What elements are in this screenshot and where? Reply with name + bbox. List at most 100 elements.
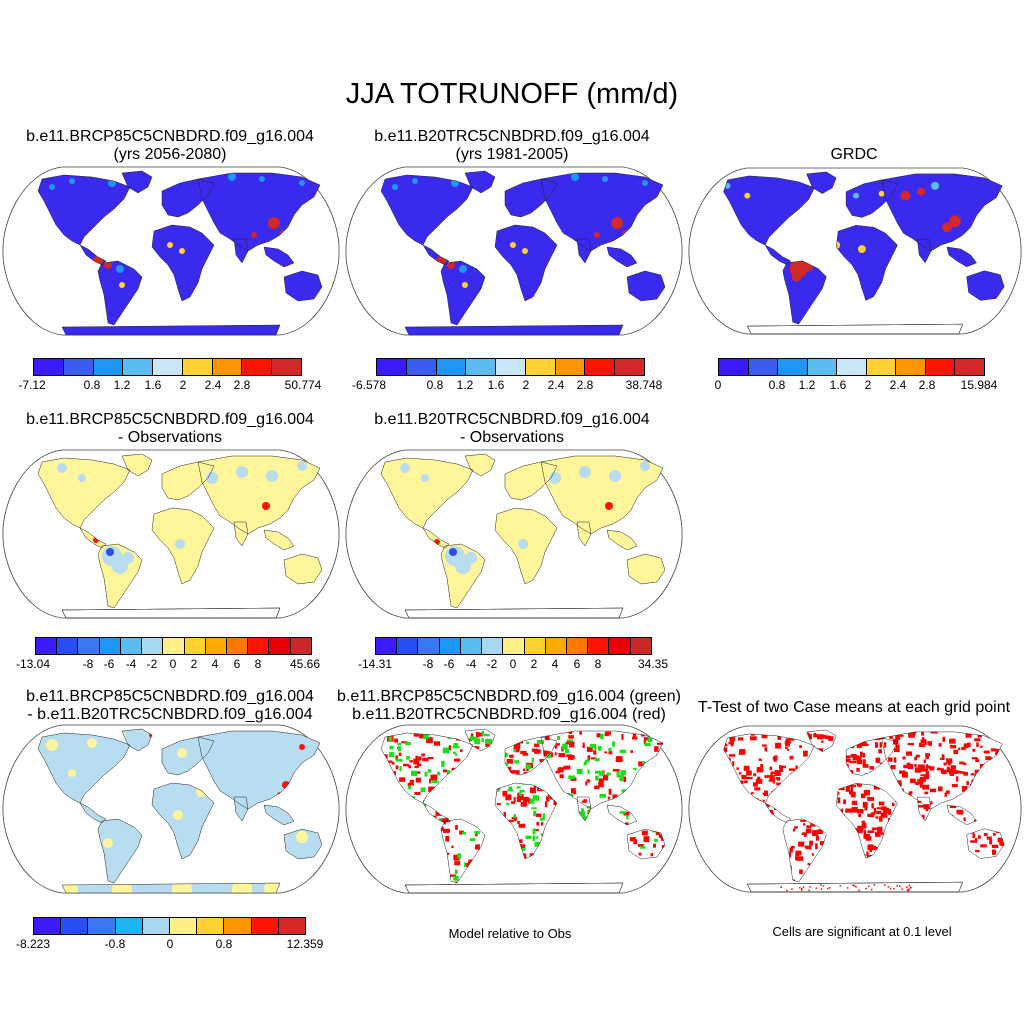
colorbar-swatch: [141, 637, 164, 655]
colorbar-tick-label: 15.984: [960, 378, 998, 392]
colorbar-ticks-p5: -14.31 -8 -6 -4 -2 0 2 4 6 8 34.35: [358, 657, 668, 671]
colorbar-swatch: [836, 358, 867, 376]
colorbar-swatch: [204, 637, 227, 655]
colorbar-tick-label: 0.8: [83, 378, 101, 392]
panel-title-line1: b.e11.BRCP85C5CNBDRD.f09_g16.004: [26, 411, 314, 428]
colorbar-swatch: [114, 917, 143, 935]
panel-title-line2: - b.e11.B20TRC5CNBDRD.f09_g16.004: [27, 706, 313, 723]
colorbar-tick-label: 0.8: [215, 937, 233, 951]
colorbar-swatch: [289, 637, 312, 655]
panel-title-p5: b.e11.B20TRC5CNBDRD.f09_g16.004 - Observ…: [342, 411, 682, 447]
colorbar-tick-label: 0: [166, 937, 174, 951]
colorbar-swatch: [438, 637, 461, 655]
colorbar-p4: [35, 637, 312, 655]
colorbar-swatch: [895, 358, 926, 376]
colorbar-tick-label: 2: [190, 657, 198, 671]
map-p8: [345, 724, 683, 894]
colorbar-swatch: [777, 358, 808, 376]
panel-title-p1: b.e11.BRCP85C5CNBDRD.f09_g16.004 (yrs 20…: [0, 128, 340, 164]
panel-title-line2: - Observations: [459, 429, 565, 446]
colorbar-swatch: [608, 637, 631, 655]
panel-title-p8: b.e11.BRCP85C5CNBDRD.f09_g16.004 (green)…: [330, 688, 688, 724]
colorbar-swatch: [277, 917, 306, 935]
colorbar-tick-label: 1.2: [113, 378, 131, 392]
colorbar-swatch: [181, 358, 213, 376]
colorbar-tick-label: 2: [522, 378, 530, 392]
colorbar-tick-label: 2: [530, 657, 538, 671]
colorbar-tick-label: -4: [125, 657, 137, 671]
panel-title-p4: b.e11.BRCP85C5CNBDRD.f09_g16.004 - Obser…: [0, 411, 340, 447]
colorbar-tick-label: 45.66: [289, 657, 321, 671]
panel-title-line1: b.e11.BRCP85C5CNBDRD.f09_g16.004: [26, 128, 314, 145]
colorbar-swatch: [417, 637, 440, 655]
colorbar-swatch: [56, 637, 79, 655]
map-p4: [2, 449, 340, 619]
colorbar-tick-label: 0.8: [426, 378, 444, 392]
colorbar-swatch: [241, 358, 273, 376]
panel-title-line2: b.e11.B20TRC5CNBDRD.f09_g16.004 (red): [352, 706, 666, 723]
colorbar-p2: [376, 358, 645, 376]
colorbar-swatch: [141, 917, 170, 935]
colorbar-swatch: [183, 637, 206, 655]
map-p9: [688, 725, 1022, 893]
colorbar-tick-label: 1.2: [798, 378, 816, 392]
colorbar-tick-label: -8: [82, 657, 94, 671]
colorbar-ticks-p4: -13.04 -8 -6 -4 -2 0 2 4 6 8 45.66: [16, 657, 320, 671]
colorbar-tick-label: 2.4: [204, 378, 222, 392]
colorbar-ticks-p3: 0 0.8 1.2 1.6 2 2.4 2.8 15.984: [714, 378, 998, 392]
main-title: JJA TOTRUNOFF (mm/d): [345, 78, 679, 110]
colorbar-tick-label: 0.8: [768, 378, 786, 392]
colorbar-tick-label: 2.8: [576, 378, 594, 392]
panel-title-line1: GRDC: [830, 146, 878, 163]
panel-title-line1: b.e11.BRCP85C5CNBDRD.f09_g16.004 (green): [337, 688, 681, 705]
colorbar-swatch: [60, 917, 89, 935]
colorbar-swatch: [747, 358, 779, 376]
colorbar-p1: [33, 358, 302, 376]
colorbar-swatch: [435, 358, 467, 376]
colorbar-swatch: [225, 637, 249, 655]
colorbar-tick-label: 50.774: [284, 378, 322, 392]
colorbar-swatch: [271, 358, 302, 376]
colorbar-swatch: [122, 358, 154, 376]
map-p5: [345, 449, 683, 619]
colorbar-tick-label: 38.748: [625, 378, 663, 392]
colorbar-swatch: [247, 637, 270, 655]
map-p3: [688, 167, 1022, 335]
colorbar-swatch: [162, 637, 185, 655]
panel-title-p9: T-Test of two Case means at each grid po…: [684, 699, 1024, 717]
colorbar-swatch: [168, 917, 198, 935]
panel-title-line1: b.e11.B20TRC5CNBDRD.f09_g16.004: [374, 128, 650, 145]
colorbar-swatch: [524, 358, 556, 376]
note-significance: Cells are significant at 0.1 level: [772, 924, 952, 939]
colorbar-p5: [375, 637, 652, 655]
colorbar-swatch: [223, 917, 252, 935]
colorbar-swatch: [33, 358, 64, 376]
colorbar-swatch: [35, 637, 58, 655]
colorbar-swatch: [33, 917, 62, 935]
colorbar-tick-label: 6: [233, 657, 241, 671]
colorbar-tick-label: 2: [864, 378, 872, 392]
colorbar-tick-label: -0.8: [104, 937, 126, 951]
colorbar-swatch: [268, 637, 291, 655]
colorbar-swatch: [77, 637, 100, 655]
panel-title-line1: b.e11.B20TRC5CNBDRD.f09_g16.004: [374, 411, 650, 428]
map-p1: [2, 166, 340, 336]
colorbar-tick-label: 2.4: [547, 378, 565, 392]
panel-title-line2: (yrs 1981-2005): [455, 146, 569, 163]
colorbar-tick-label: -6: [103, 657, 115, 671]
colorbar-ticks-p7: -8.223 -0.8 0 0.8 12.359: [16, 937, 323, 951]
colorbar-tick-label: 0: [509, 657, 517, 671]
colorbar-tick-label: -2: [486, 657, 498, 671]
colorbar-tick-label: -6: [443, 657, 455, 671]
colorbar-swatch: [718, 358, 749, 376]
colorbar-tick-label: 0: [714, 378, 722, 392]
colorbar-tick-label: 1.6: [144, 378, 162, 392]
panel-title-p2: b.e11.B20TRC5CNBDRD.f09_g16.004 (yrs 198…: [342, 128, 682, 164]
colorbar-tick-label: 4: [551, 657, 559, 671]
colorbar-swatch: [98, 637, 121, 655]
colorbar-tick-label: 2.8: [918, 378, 936, 392]
colorbar-swatch: [584, 358, 616, 376]
colorbar-swatch: [375, 637, 398, 655]
map-p7: [2, 724, 340, 894]
colorbar-tick-label: 1.6: [829, 378, 847, 392]
